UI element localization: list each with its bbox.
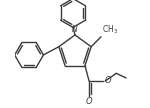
Text: O: O: [104, 76, 111, 85]
Text: CH$_3$: CH$_3$: [102, 23, 118, 36]
Text: N: N: [72, 25, 78, 34]
Text: O: O: [86, 97, 92, 106]
